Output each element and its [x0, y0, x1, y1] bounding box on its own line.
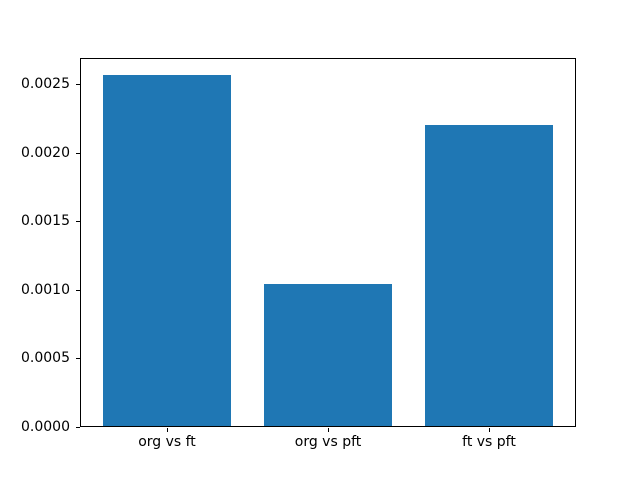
y-tick-label: 0.0005: [21, 350, 70, 366]
x-tick-mark: [328, 428, 329, 432]
y-tick-mark: [76, 221, 80, 222]
bar: [263, 284, 393, 427]
y-tick-mark: [76, 290, 80, 291]
y-tick-mark: [76, 84, 80, 85]
x-tick-label: ft vs pft: [462, 434, 516, 450]
y-tick-label: 0.0025: [21, 76, 70, 92]
y-tick-label: 0.0020: [21, 145, 70, 161]
y-tick-mark: [76, 358, 80, 359]
y-tick-label: 0.0015: [21, 213, 70, 229]
bar: [102, 74, 232, 427]
y-tick-mark: [76, 427, 80, 428]
x-tick-mark: [489, 428, 490, 432]
x-tick-label: org vs pft: [294, 434, 362, 450]
bar: [424, 125, 554, 427]
y-tick-label: 0.0000: [21, 419, 70, 435]
x-tick-mark: [167, 428, 168, 432]
plot-area: [80, 58, 576, 427]
y-tick-mark: [76, 153, 80, 154]
y-tick-label: 0.0010: [21, 282, 70, 298]
x-tick-label: org vs ft: [138, 434, 196, 450]
